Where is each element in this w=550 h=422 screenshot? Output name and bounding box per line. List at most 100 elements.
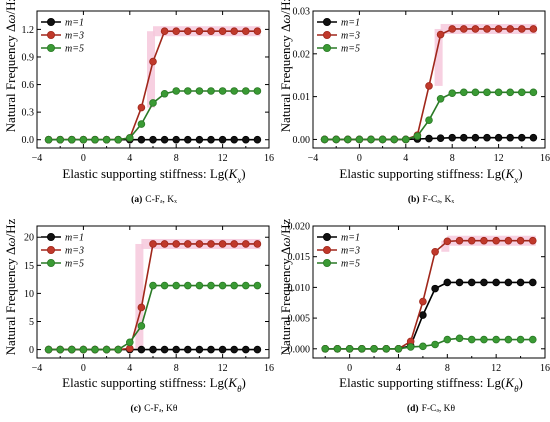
panel-a-series-1-point (160, 135, 169, 144)
panel-c-series-5-point (207, 281, 215, 290)
panel-a-series-5-point (242, 87, 250, 95)
panel-a-series-1-point (218, 135, 227, 144)
panel-c-series-5-point (91, 345, 99, 354)
panel-c-series-5-point (242, 281, 250, 290)
panel-a-series-1-point (172, 135, 181, 144)
panel-d-series-5-point (467, 335, 476, 344)
panel-b-series-3-point (436, 30, 445, 39)
panel-b-series-5-point (494, 88, 503, 97)
panel-b-xtick-label: −4 (308, 153, 319, 164)
panel-d-series-3-point (467, 236, 476, 245)
panel-d-series-5-point (431, 340, 439, 349)
panel-a-series-1-point (253, 135, 262, 144)
panel-d-series-1-point (419, 311, 427, 319)
panel-c-ytick-label: 15 (24, 261, 34, 272)
panel-b-caption: (b) F-Cₔ, Kₓ (408, 194, 454, 205)
panel-c-series-3-point (242, 240, 250, 248)
panel-c-series-5-point (230, 281, 239, 290)
panel-c-series-5-point (253, 281, 262, 290)
panel-a-legend-marker (47, 17, 56, 26)
panel-b-series-3-point (448, 25, 457, 33)
panel-b-legend-label: m=1 (341, 18, 360, 29)
panel-d-ytick-label: 0.000 (288, 344, 311, 355)
panel-d-ytick-label: 0.020 (288, 222, 311, 233)
panel-d-legend-marker (322, 245, 331, 254)
panel-d-caption: (d) F-Cₔ, Kθ (407, 403, 455, 414)
panel-d-series-1-point (480, 278, 488, 287)
panel-a-series-5-point (56, 135, 64, 144)
panel-a-series-1-point (184, 135, 192, 144)
panel-c-series-5-point (195, 281, 204, 290)
panel-b-highlight-rise (434, 28, 443, 86)
panel-b-series-3-point (471, 25, 480, 33)
panel-d-legend-label: m=1 (341, 233, 360, 244)
panel-d-series-1-point (528, 278, 537, 287)
panel-b-series-1-point (529, 133, 538, 142)
panel-a-legend-label: m=3 (65, 31, 84, 42)
panel-b-xtick-label: 12 (494, 153, 504, 164)
panel-a-caption: (a) C-Fₔ, Kₓ (131, 194, 177, 205)
panel-c-series-1-point (149, 345, 157, 354)
panel-a-series-3-point (195, 27, 204, 36)
panel-a-series-3-point (149, 57, 157, 66)
panel-c-series-3-point (149, 240, 157, 248)
panel-c-ylabel: Natural Frequency Δω/Hz (3, 218, 18, 355)
panel-a-series-5-point (253, 87, 262, 95)
panel-a-series-1-point (207, 135, 215, 144)
panel-b-series-5-point (459, 88, 468, 97)
panel-d-xlabel: Elastic supporting stiffness: Lg(Kθ) (339, 375, 523, 394)
panel-d-series-5-point (528, 335, 537, 344)
panel-d-series-5-point (443, 335, 452, 344)
panel-a-series-1-point (230, 135, 239, 144)
panel-d-series-3-point (504, 236, 513, 245)
panel-d-series-5-point (345, 344, 354, 353)
panel-c-series-1-point (160, 345, 169, 354)
panel-b-series-3-point (517, 25, 526, 33)
panel-d-ytick-label: 0.015 (288, 252, 311, 263)
panel-c-xlabel: Elastic supporting stiffness: Lg(Kθ) (62, 375, 246, 394)
panel-c-series-5-point (114, 345, 122, 354)
panel-c-xtick-label: 8 (174, 363, 179, 374)
panel-a-series-5-point (126, 134, 134, 142)
panel-a-ytick-label: 0.3 (22, 108, 35, 119)
panel-c-series-5-point (56, 345, 64, 354)
panel-d-series-5-point (394, 344, 403, 353)
panel-a-series-5-point (68, 135, 76, 144)
panel-d-series-5-point (370, 344, 378, 353)
panel-a: Natural Frequency Δω/Hz Elastic supporti… (3, 0, 274, 205)
panel-d-series-5-point (333, 344, 342, 353)
panel-b-series-5-point (425, 116, 433, 124)
panel-b-series-5-point (378, 135, 387, 144)
panel-d-series-5-point (321, 344, 330, 353)
panel-d-series-3-point (419, 297, 427, 306)
panel-b-legend-label: m=5 (341, 44, 360, 55)
panel-d-series-3-point (480, 236, 488, 245)
panel-c-xtick-label: 4 (127, 363, 132, 374)
panel-c-legend-marker (47, 245, 56, 254)
panel-d-series-5-point (382, 344, 391, 353)
panel-d-ytick-label: 0.005 (288, 314, 311, 325)
panel-c-caption: (c) C-Fₔ, Kθ (131, 403, 178, 414)
panel-b-series-5-point (355, 135, 364, 144)
panel-c-series-3-point (137, 303, 146, 312)
panel-c-series-5-point (218, 281, 227, 290)
panel-a-series-3-point (172, 27, 181, 36)
panel-c-series-3-point (160, 240, 169, 248)
panel-c-series-3-point (172, 240, 181, 248)
panel-c-ytick-label: 5 (29, 317, 34, 328)
panel-c-series-1-point (207, 345, 215, 354)
panel-c-xtick-label: −4 (32, 363, 43, 374)
panel-d-series-3-point (443, 237, 452, 246)
panel-b-series-1-point (506, 133, 515, 142)
panel-b: Natural Frequency Δω/Hz Elastic supporti… (278, 0, 550, 205)
panel-c-highlight-rise (135, 243, 144, 349)
panel-d-xtick-label: 12 (491, 363, 501, 374)
panel-d-series-3-point (528, 236, 537, 245)
panel-d-series-5-point (480, 335, 488, 344)
panel-d-series-1-point (492, 278, 500, 287)
panel-b-series-5-point (413, 132, 422, 140)
panel-d-legend-marker (322, 258, 331, 267)
panel-a-xtick-label: 0 (81, 153, 86, 164)
panel-d-series-1-point (504, 278, 513, 287)
panel-a-series-3-point (137, 103, 146, 112)
